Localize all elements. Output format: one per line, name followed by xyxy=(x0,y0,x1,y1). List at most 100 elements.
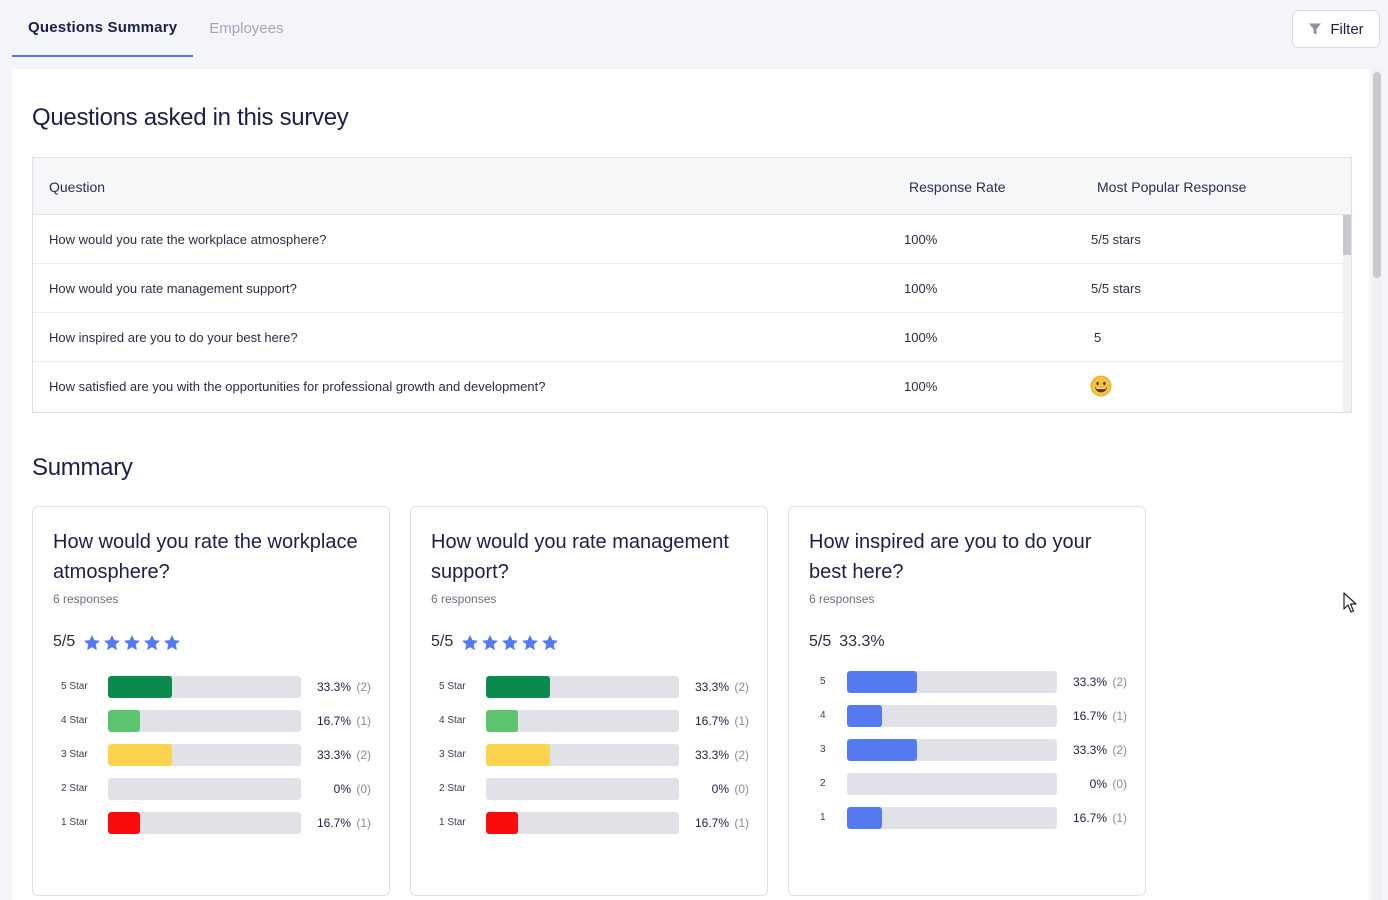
card-score: 5/5 xyxy=(431,633,559,651)
distribution-bar-fill xyxy=(486,710,518,732)
distribution-count: (0) xyxy=(734,782,749,796)
distribution-bar-fill xyxy=(847,807,882,829)
table-row[interactable]: How would you rate management support? 1… xyxy=(33,264,1343,313)
distribution-bar-track xyxy=(486,710,679,732)
card-title: How would you rate management support? xyxy=(431,531,729,583)
distribution-bar-track xyxy=(847,773,1057,795)
distribution-percent: 0% xyxy=(1089,777,1107,791)
distribution-bar-fill xyxy=(486,676,550,698)
distribution-count: (0) xyxy=(356,782,371,796)
distribution-row: 1 Star 16.7% (1) xyxy=(33,812,391,834)
card-responses-count: 6 responses xyxy=(431,592,497,606)
star-icon xyxy=(164,634,181,650)
score-extra: 33.3% xyxy=(839,633,885,650)
star-icon xyxy=(104,634,121,650)
distribution-count: (1) xyxy=(734,816,749,830)
distribution-count: (1) xyxy=(356,816,371,830)
distribution-percent: 0% xyxy=(333,782,351,796)
page-scrollbar-thumb[interactable] xyxy=(1373,72,1381,278)
column-header-response-rate: Response Rate xyxy=(909,179,1006,195)
distribution-label: 3 xyxy=(820,744,826,755)
distribution-count: (2) xyxy=(1112,675,1127,689)
distribution-bar-fill xyxy=(108,710,140,732)
distribution-bar-track xyxy=(847,807,1057,829)
distribution-label: 1 Star xyxy=(439,817,466,828)
summary-section-title: Summary xyxy=(32,454,133,481)
distribution-row: 5 33.3% (2) xyxy=(789,671,1147,693)
distribution-row: 3 33.3% (2) xyxy=(789,739,1147,761)
card-title: How would you rate the workplace atmosph… xyxy=(53,531,358,583)
distribution-bar-track xyxy=(108,710,301,732)
distribution-bar-track xyxy=(108,812,301,834)
column-header-question: Question xyxy=(49,179,106,195)
questions-section-title: Questions asked in this survey xyxy=(32,104,349,131)
distribution-bar-fill xyxy=(486,744,550,766)
distribution-bar-fill xyxy=(486,812,518,834)
distribution-bar-fill xyxy=(108,812,140,834)
distribution-percent: 0% xyxy=(711,782,729,796)
distribution-count: (1) xyxy=(1112,811,1127,825)
table-row[interactable]: How inspired are you to do your best her… xyxy=(33,313,1343,362)
distribution-count: (1) xyxy=(356,714,371,728)
distribution-label: 3 Star xyxy=(439,749,466,760)
distribution-label: 5 xyxy=(820,676,826,687)
distribution-label: 1 Star xyxy=(61,817,88,828)
distribution-count: (1) xyxy=(734,714,749,728)
distribution-percent: 16.7% xyxy=(694,816,729,830)
star-icon xyxy=(84,634,101,650)
summary-card: How would you rate the workplace atmosph… xyxy=(32,506,390,896)
question-cell: How would you rate the workplace atmosph… xyxy=(49,232,327,247)
rating-stars xyxy=(83,634,181,651)
distribution-row: 3 Star 33.3% (2) xyxy=(33,744,391,766)
distribution-bar-fill xyxy=(847,705,882,727)
question-cell: How would you rate management support? xyxy=(49,281,297,296)
distribution-label: 2 xyxy=(820,778,826,789)
distribution-count: (2) xyxy=(734,748,749,762)
distribution-percent: 33.3% xyxy=(1072,675,1107,689)
table-row[interactable]: How satisfied are you with the opportuni… xyxy=(33,362,1343,411)
response-rate-cell: 100% xyxy=(904,379,938,394)
distribution-percent: 16.7% xyxy=(694,714,729,728)
question-cell: How satisfied are you with the opportuni… xyxy=(49,379,546,394)
distribution-row: 4 Star 16.7% (1) xyxy=(33,710,391,732)
page-scrollbar[interactable] xyxy=(1372,69,1382,900)
card-score: 5/5 xyxy=(53,633,181,651)
distribution-label: 4 Star xyxy=(61,715,88,726)
distribution-row: 1 Star 16.7% (1) xyxy=(411,812,769,834)
distribution-row: 1 16.7% (1) xyxy=(789,807,1147,829)
distribution-bar-fill xyxy=(847,671,917,693)
distribution-count: (2) xyxy=(734,680,749,694)
table-row[interactable]: How would you rate the workplace atmosph… xyxy=(33,215,1343,264)
distribution-bar-fill xyxy=(847,739,917,761)
main-panel: Questions asked in this survey Question … xyxy=(12,69,1369,900)
distribution-row: 2 Star 0% (0) xyxy=(33,778,391,800)
tab-employees[interactable]: Employees xyxy=(209,20,284,37)
distribution-row: 3 Star 33.3% (2) xyxy=(411,744,769,766)
distribution-label: 4 Star xyxy=(439,715,466,726)
distribution-bar-track xyxy=(847,739,1057,761)
popular-response-cell: 5 xyxy=(1094,330,1102,345)
star-icon xyxy=(522,634,539,650)
distribution-label: 2 Star xyxy=(61,783,88,794)
table-scrollbar[interactable] xyxy=(1343,215,1351,412)
filter-label: Filter xyxy=(1330,20,1364,38)
distribution-count: (2) xyxy=(356,748,371,762)
distribution-count: (2) xyxy=(356,680,371,694)
card-title: How inspired are you to do your best her… xyxy=(809,531,1092,583)
distribution-row: 4 Star 16.7% (1) xyxy=(411,710,769,732)
distribution-count: (1) xyxy=(1112,709,1127,723)
distribution-bar-fill xyxy=(108,676,172,698)
filter-button[interactable]: Filter xyxy=(1292,10,1380,48)
distribution-percent: 33.3% xyxy=(1072,743,1107,757)
star-icon xyxy=(482,634,499,650)
summary-card: How inspired are you to do your best her… xyxy=(788,506,1146,896)
rating-stars xyxy=(461,634,559,651)
distribution-label: 3 Star xyxy=(61,749,88,760)
column-header-most-popular: Most Popular Response xyxy=(1097,179,1247,195)
tab-questions-summary[interactable]: Questions Summary xyxy=(12,0,194,57)
distribution-bar-track xyxy=(486,744,679,766)
distribution-row: 2 Star 0% (0) xyxy=(411,778,769,800)
table-header: Question Response Rate Most Popular Resp… xyxy=(33,158,1351,215)
table-scrollbar-thumb[interactable] xyxy=(1343,215,1351,255)
distribution-bar-track xyxy=(486,676,679,698)
